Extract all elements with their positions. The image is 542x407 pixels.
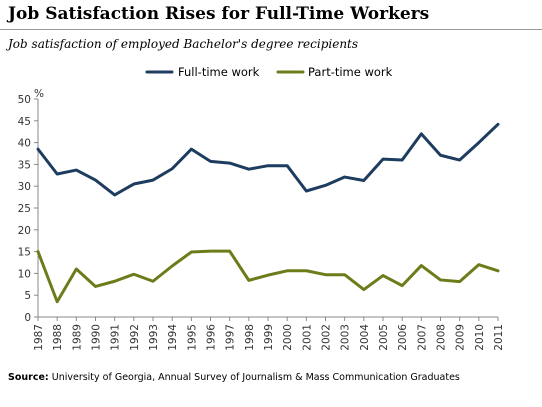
chart-series [36, 122, 500, 304]
x-tick-label: 2002 [321, 324, 333, 351]
y-tick-label: 50 [18, 94, 31, 106]
x-tick-label: 2008 [436, 324, 448, 351]
x-tick-label: 2005 [378, 324, 390, 351]
x-tick-label: 1998 [244, 324, 256, 351]
source-text: University of Georgia, Annual Survey of … [51, 372, 460, 383]
x-tick-label: 1994 [167, 324, 179, 351]
y-tick-label: 0 [24, 312, 31, 324]
y-tick-label: 40 [18, 138, 31, 150]
y-tick-label: 5 [24, 290, 31, 302]
x-tick-label: 1995 [186, 324, 198, 351]
x-tick-label: 2006 [397, 324, 409, 351]
y-tick-label: 45 [18, 116, 31, 128]
x-tick-label: 1989 [71, 324, 83, 351]
y-tick-label: 20 [18, 225, 31, 237]
x-tick-label: 2010 [474, 324, 486, 351]
chart-legend: Full-time work Part-time work [145, 65, 393, 79]
y-unit-label: % [34, 88, 44, 100]
title-divider [0, 29, 542, 30]
source-label: Source: [8, 372, 49, 383]
x-tick-label: 2001 [301, 324, 313, 351]
y-tick-label: 35 [18, 159, 31, 171]
x-tick-label: 1999 [263, 324, 275, 351]
legend-label-full-time: Full-time work [178, 65, 260, 79]
series-line-full-time [36, 122, 500, 197]
x-tick-label: 1991 [110, 324, 122, 351]
x-tick-label: 1996 [206, 324, 218, 351]
x-tick-label: 2000 [282, 324, 294, 351]
y-tick-label: 25 [18, 203, 31, 215]
x-tick-label: 2004 [359, 324, 371, 351]
x-tick-label: 2011 [493, 324, 505, 351]
source-note: Source: University of Georgia, Annual Su… [8, 372, 460, 383]
legend-label-part-time: Part-time work [308, 65, 393, 79]
x-tick-label: 1987 [33, 324, 45, 351]
x-tick-label: 1988 [52, 324, 64, 351]
y-tick-label: 10 [18, 268, 31, 280]
x-tick-label: 1993 [148, 324, 160, 351]
x-tick-label: 1992 [129, 324, 141, 351]
chart-subtitle: Job satisfaction of employed Bachelor's … [8, 37, 359, 51]
y-tick-label: 15 [18, 247, 31, 259]
chart-axes: 0 5 10 15 20 25 30 35 40 45 50 % 1987 1988 1989 1990 199… [18, 88, 505, 351]
x-tick-label: 2003 [340, 324, 352, 351]
x-tick-label: 2007 [416, 324, 428, 351]
x-tick-label: 1990 [91, 324, 103, 351]
y-tick-label: 30 [18, 181, 31, 193]
series-line-part-time [36, 249, 500, 304]
x-tick-label: 1997 [225, 324, 237, 351]
x-tick-label: 2009 [455, 324, 467, 351]
chart-title: Job Satisfaction Rises for Full-Time Wor… [8, 4, 430, 24]
